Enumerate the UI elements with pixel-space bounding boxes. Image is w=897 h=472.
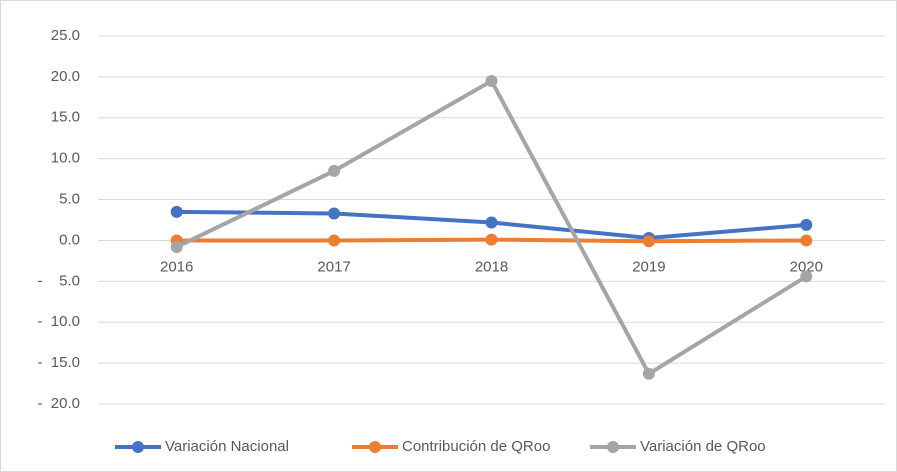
y-tick-label: 5.0 <box>59 191 80 208</box>
data-point <box>642 235 655 248</box>
y-tick-label: 20.0 <box>51 68 80 85</box>
data-point <box>800 234 813 247</box>
y-tick-label: - 10.0 <box>37 313 80 330</box>
y-tick-label: 10.0 <box>51 150 80 167</box>
x-tick-label: 2019 <box>632 258 665 275</box>
data-point <box>328 207 341 220</box>
data-point <box>485 74 498 87</box>
data-point <box>328 234 341 247</box>
data-point <box>485 216 498 229</box>
legend-marker <box>132 441 144 453</box>
y-tick-label: - 5.0 <box>37 272 80 289</box>
y-tick-label: - 20.0 <box>37 395 80 412</box>
legend-marker <box>607 441 619 453</box>
data-point <box>170 240 183 253</box>
y-tick-label: 0.0 <box>59 231 80 248</box>
legend-marker <box>369 441 381 453</box>
data-point <box>800 270 813 283</box>
legend-label: Contribución de QRoo <box>402 438 550 455</box>
x-tick-label: 2018 <box>475 258 508 275</box>
data-point <box>170 205 183 218</box>
x-tick-label: 2017 <box>317 258 350 275</box>
legend-label: Variación Nacional <box>165 438 289 455</box>
x-tick-label: 2016 <box>160 258 193 275</box>
y-tick-label: - 15.0 <box>37 354 80 371</box>
x-tick-label: 2020 <box>790 258 823 275</box>
y-tick-label: 25.0 <box>51 27 80 44</box>
data-point <box>485 233 498 246</box>
y-tick-label: 15.0 <box>51 109 80 126</box>
legend-label: Variación de QRoo <box>640 438 766 455</box>
data-point <box>642 367 655 380</box>
data-point <box>800 218 813 231</box>
data-point <box>328 164 341 177</box>
